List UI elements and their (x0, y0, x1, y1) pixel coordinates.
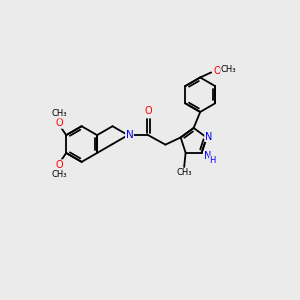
Text: CH₃: CH₃ (221, 65, 236, 74)
Text: O: O (144, 106, 152, 116)
Text: O: O (56, 118, 64, 128)
Text: CH₃: CH₃ (51, 109, 67, 118)
Text: O: O (213, 66, 221, 76)
Text: N: N (205, 132, 212, 142)
Text: N: N (126, 130, 133, 140)
Text: O: O (56, 160, 64, 170)
Text: H: H (209, 156, 216, 165)
Text: N: N (204, 151, 211, 161)
Text: CH₃: CH₃ (176, 168, 192, 177)
Text: CH₃: CH₃ (51, 170, 67, 179)
